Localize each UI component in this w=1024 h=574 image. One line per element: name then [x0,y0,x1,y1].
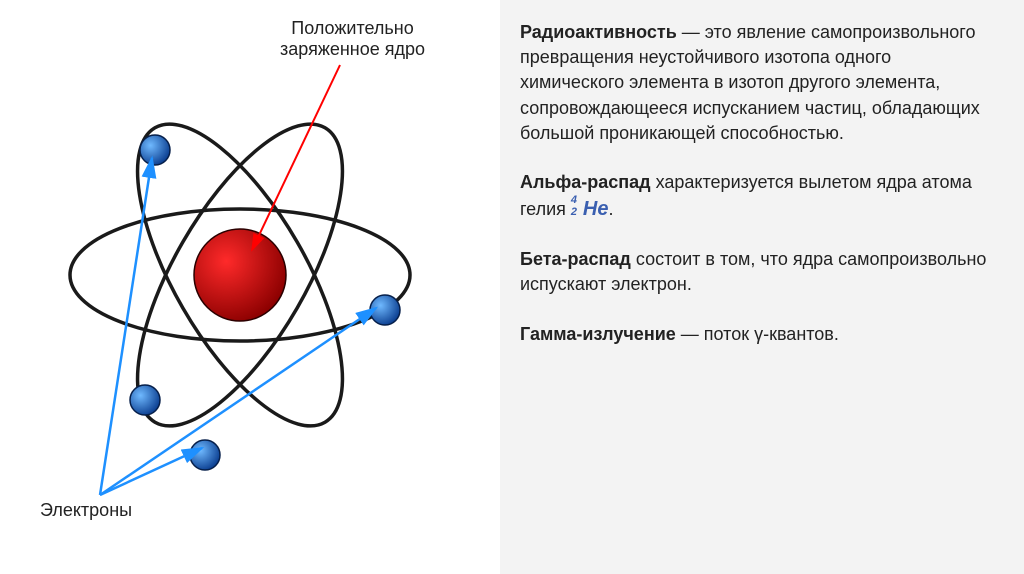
definition-radioactivity: Радиоактивность — это явление самопроизв… [520,20,994,146]
term-gamma: Гамма-излучение [520,324,676,344]
atom-diagram-panel: Положительно заряженное ядро Электроны [0,0,500,574]
nucleus-label-line1: Положительно [291,18,413,38]
definition-gamma: Гамма-излучение — поток γ-квантов. [520,322,994,347]
definition-alpha: Альфа-распад характеризуется вылетом ядр… [520,170,994,223]
definition-beta: Бета-распад состоит в том, что ядра само… [520,247,994,297]
formula-symbol: He [583,198,609,220]
term-alpha: Альфа-распад [520,172,651,192]
def-alpha-text-b: . [608,199,613,219]
term-beta: Бета-распад [520,249,631,269]
formula-charge: 2 [571,205,577,220]
atom-svg [30,50,470,510]
def-gamma-text: — поток γ-квантов. [676,324,839,344]
term-radioactivity: Радиоактивность [520,22,677,42]
electrons-label: Электроны [40,500,132,521]
helium-formula: 42He [571,195,609,223]
definitions-panel: Радиоактивность — это явление самопроизв… [500,0,1024,574]
